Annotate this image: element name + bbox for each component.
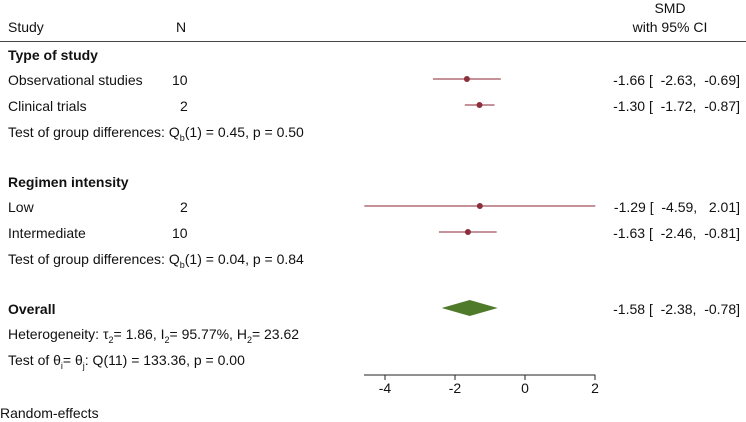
study-n: 10	[172, 225, 188, 241]
study-ci-text: -1.63 [ -2.46, -0.81]	[613, 225, 740, 241]
heterogeneity-text: Heterogeneity: τ2= 1.86, I2= 95.77%, H2=…	[8, 326, 300, 345]
x-tick-label: -2	[449, 380, 462, 396]
group-difference-test: Test of group differences: Qb(1) = 0.04,…	[8, 251, 304, 270]
study-ci-text: -1.30 [ -1.72, -0.87]	[613, 98, 740, 114]
group-title: Type of study	[8, 47, 98, 63]
n-column-header: N	[176, 19, 187, 35]
effect-header-line1: SMD	[654, 0, 686, 16]
study-name: Intermediate	[8, 225, 86, 241]
study-ci-text: -1.66 [ -2.63, -0.69]	[613, 72, 740, 88]
x-tick-label: 2	[591, 380, 599, 396]
effect-point	[464, 229, 471, 235]
study-n: 10	[172, 72, 188, 88]
model-footer: Random-effects	[0, 405, 99, 421]
effect-point	[476, 203, 483, 209]
x-tick-label: -4	[379, 380, 392, 396]
overall-label: Overall	[8, 301, 56, 317]
overall-ci-text: -1.58 [ -2.38, -0.78]	[613, 301, 740, 317]
effect-header-line2: with 95% CI	[632, 19, 708, 35]
effect-point	[463, 76, 470, 82]
study-ci-text: -1.29 [ -4.59, 2.01]	[613, 199, 740, 215]
study-name: Observational studies	[8, 72, 143, 88]
study-n: 2	[180, 199, 188, 215]
group-difference-test: Test of group differences: Qb(1) = 0.45,…	[8, 124, 304, 143]
study-column-header: Study	[8, 19, 44, 35]
study-n: 2	[180, 98, 188, 114]
overall-diamond	[441, 300, 498, 316]
study-name: Low	[8, 199, 34, 215]
homogeneity-test-text: Test of θi= θj: Q(11) = 133.36, p = 0.00	[8, 352, 245, 371]
study-name: Clinical trials	[8, 98, 87, 114]
header-rule	[0, 41, 746, 42]
group-title: Regimen intensity	[8, 174, 129, 190]
effect-point	[476, 102, 483, 108]
x-tick-label: 0	[521, 380, 529, 396]
